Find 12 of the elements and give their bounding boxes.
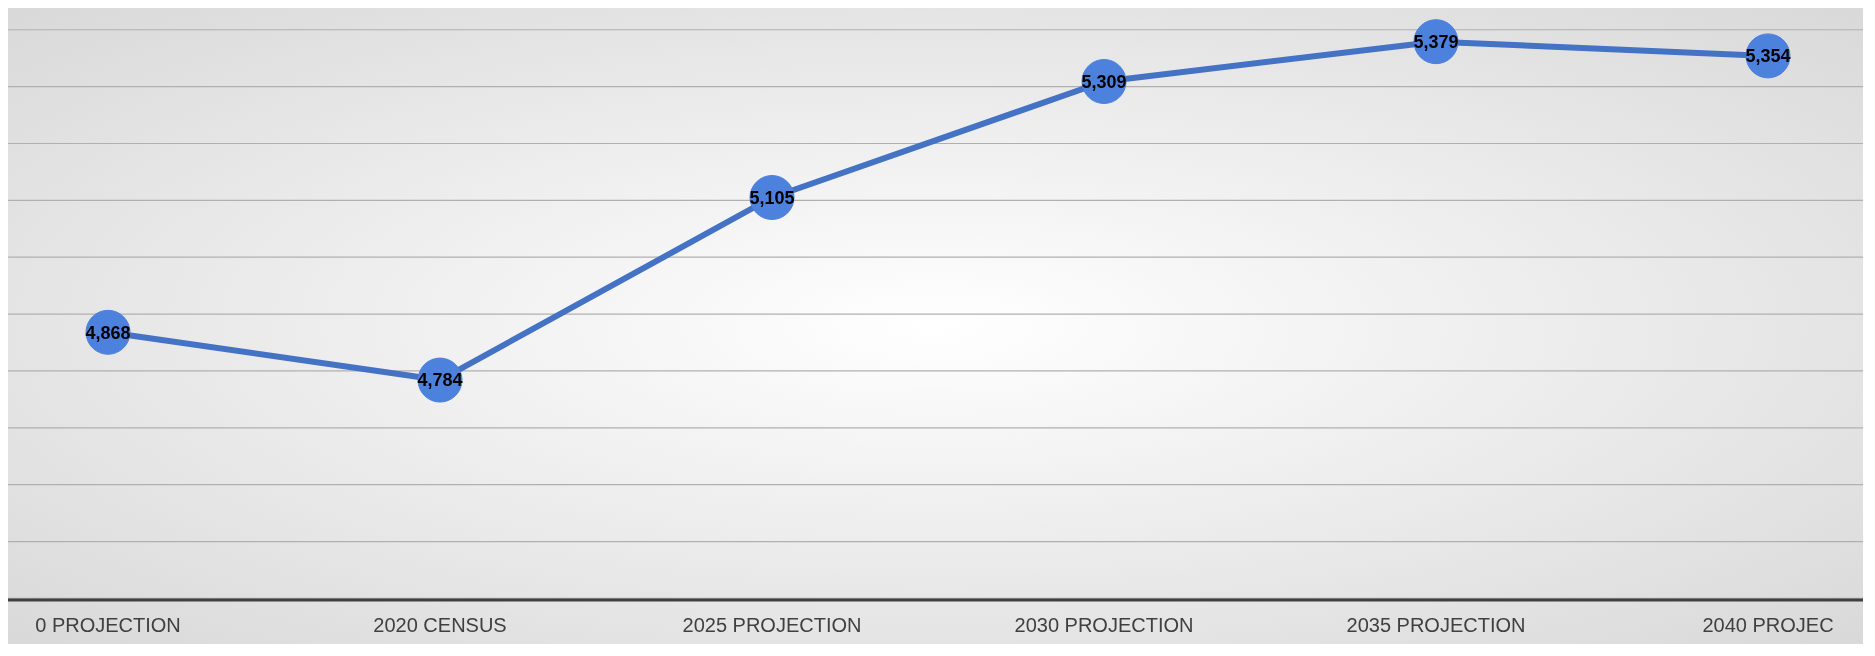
x-tick-label: 2040 PROJEC [1702,614,1834,636]
data-label: 4,784 [417,370,463,391]
data-label: 4,868 [85,322,131,343]
x-tick-label: 2035 PROJECTION [1346,614,1526,636]
x-tick-label: 2020 CENSUS [373,614,507,636]
data-label: 5,105 [749,187,795,208]
data-label: 5,309 [1081,71,1127,92]
data-label: 5,354 [1745,46,1791,67]
x-tick-label: 2025 PROJECTION [682,614,862,636]
data-label: 5,379 [1413,31,1459,52]
x-tick-label: 2030 PROJECTION [1014,614,1194,636]
x-tick-label: 0 PROJECTION [35,614,181,636]
